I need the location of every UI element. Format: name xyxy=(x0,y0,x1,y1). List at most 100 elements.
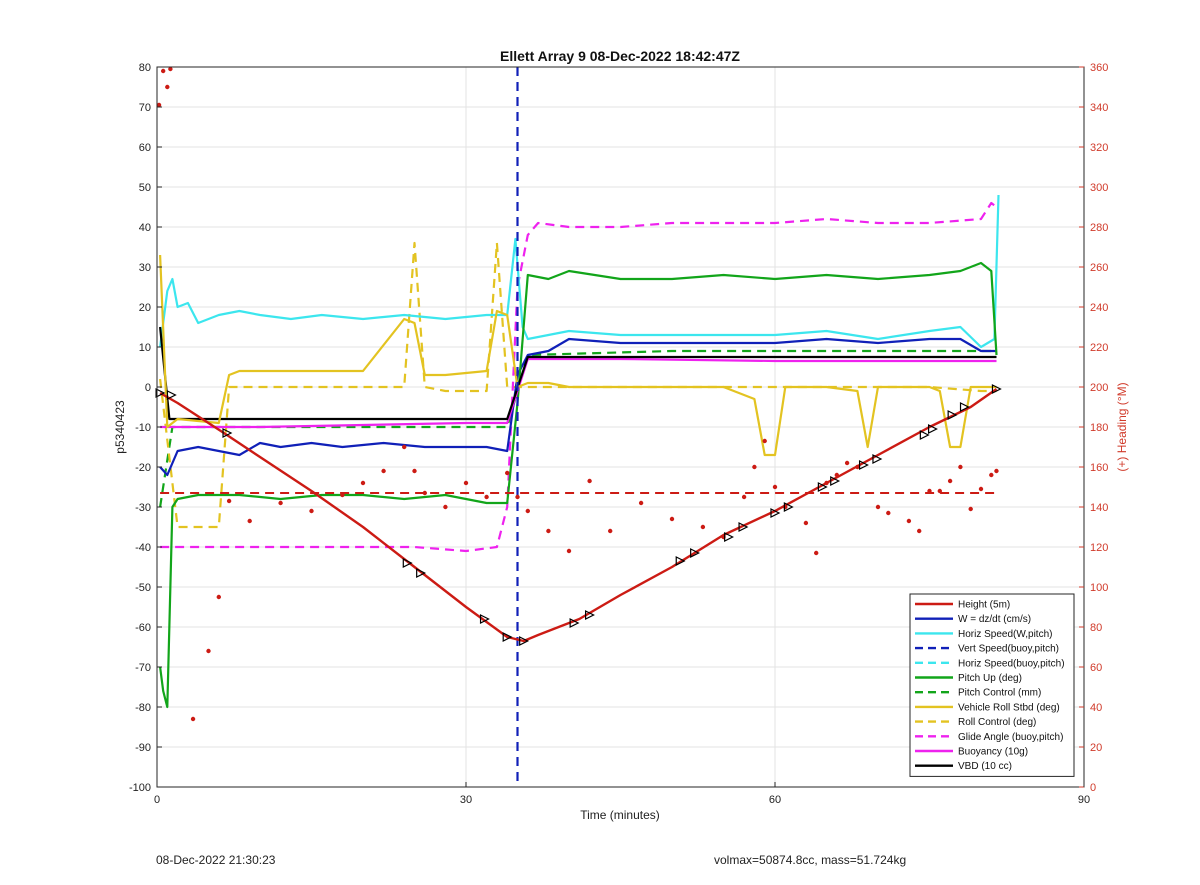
y-tick-label: -40 xyxy=(135,542,151,554)
height-marker xyxy=(959,402,970,412)
height-marker xyxy=(724,532,734,542)
heading-point xyxy=(402,444,407,450)
heading-point xyxy=(360,480,366,486)
y2-tick-label: 60 xyxy=(1090,662,1102,674)
y2-tick-label: 320 xyxy=(1090,142,1108,154)
legend-label: Vehicle Roll Stbd (deg) xyxy=(958,702,1060,713)
heading-point xyxy=(190,716,196,722)
heading-point xyxy=(168,66,173,72)
y-tick-label: -90 xyxy=(135,742,151,754)
heading-point xyxy=(443,504,448,510)
y2-tick-label: 340 xyxy=(1090,102,1108,114)
y2-tick-label: 20 xyxy=(1090,742,1102,754)
height-marker xyxy=(402,558,413,568)
x-tick-label: 60 xyxy=(769,794,781,806)
height-marker xyxy=(738,522,749,532)
heading-point xyxy=(700,524,706,530)
height-marker xyxy=(155,388,166,398)
heading-point xyxy=(989,472,994,478)
series-height-5m xyxy=(159,388,998,643)
legend-label: Vert Speed(buoy,pitch) xyxy=(958,644,1059,655)
legend-label: Roll Control (deg) xyxy=(958,717,1036,728)
y2-axis-label: (+) Heading (°M) xyxy=(1115,382,1129,471)
heading-point xyxy=(772,484,778,490)
heading-point xyxy=(160,68,166,74)
y-tick-label: -100 xyxy=(129,782,151,794)
heading-point xyxy=(947,478,953,484)
series-glide-angle-buoy-pitch xyxy=(160,201,998,553)
y-tick-label: 80 xyxy=(139,62,151,74)
left-axis: -100-90-80-70-60-50-40-30-20-10010203040… xyxy=(129,62,162,794)
y-tick-label: -30 xyxy=(135,502,151,514)
heading-point xyxy=(608,528,613,534)
footer-timestamp: 08-Dec-2022 21:30:23 xyxy=(156,853,276,867)
legend-label: Height (5m) xyxy=(958,600,1010,611)
heading-point xyxy=(968,506,973,512)
x-axis-label: Time (minutes) xyxy=(580,808,660,822)
y-tick-label: 30 xyxy=(139,262,151,274)
y-tick-label: -50 xyxy=(135,582,151,594)
heading-point xyxy=(484,494,489,500)
y2-tick-label: 200 xyxy=(1090,382,1108,394)
y-tick-label: 40 xyxy=(139,222,151,234)
heading-point xyxy=(875,504,881,510)
y2-tick-label: 160 xyxy=(1090,462,1108,474)
heading-point xyxy=(278,500,283,506)
y2-tick-label: 140 xyxy=(1090,502,1108,514)
heading-point xyxy=(505,470,510,476)
series-layer xyxy=(155,66,1002,787)
heading-point xyxy=(463,480,469,486)
legend-label: Buoyancy (10g) xyxy=(958,747,1028,758)
x-tick-label: 90 xyxy=(1078,794,1090,806)
heading-point xyxy=(247,518,252,524)
heading-point xyxy=(906,518,912,524)
heading-point xyxy=(669,516,675,522)
y2-tick-label: 80 xyxy=(1090,622,1102,634)
legend-box xyxy=(909,593,1075,777)
footer-stats: volmax=50874.8cc, mass=51.724kg xyxy=(714,853,907,867)
heading-point xyxy=(309,508,314,514)
y-tick-label: 10 xyxy=(139,342,151,354)
heading-point xyxy=(752,464,757,470)
heading-point xyxy=(566,548,572,554)
heading-point xyxy=(515,494,520,500)
y2-tick-label: 280 xyxy=(1090,222,1108,234)
legend-label: W = dz/dt (cm/s) xyxy=(958,614,1031,625)
height-marker xyxy=(222,428,233,438)
height-marker xyxy=(770,508,781,518)
heading-point xyxy=(917,528,922,534)
x-tick-label: 30 xyxy=(460,794,472,806)
heading-point xyxy=(958,464,963,470)
y-axis-label: p5340423 xyxy=(113,400,127,454)
y-tick-label: 70 xyxy=(139,102,151,114)
heading-point xyxy=(927,488,932,494)
height-marker xyxy=(675,556,686,566)
heading-point xyxy=(814,550,819,556)
y2-tick-label: 100 xyxy=(1090,582,1108,594)
height-marker xyxy=(585,610,595,620)
y2-tick-label: 360 xyxy=(1090,62,1108,74)
height-marker xyxy=(830,476,841,486)
heading-point xyxy=(546,528,551,534)
y2-tick-label: 300 xyxy=(1090,182,1108,194)
heading-point xyxy=(206,648,211,654)
heading-point xyxy=(525,508,530,514)
y-tick-label: 50 xyxy=(139,182,151,194)
heading-point xyxy=(762,438,767,444)
y2-tick-label: 220 xyxy=(1090,342,1108,354)
heading-point xyxy=(587,478,592,484)
y-tick-label: -60 xyxy=(135,622,151,634)
height-marker xyxy=(991,384,1002,394)
x-tick-label: 0 xyxy=(154,794,160,806)
heading-point xyxy=(216,594,221,600)
y-tick-label: -80 xyxy=(135,702,151,714)
heading-point xyxy=(422,490,427,496)
series-w-dz-dt-cm-s xyxy=(159,337,997,477)
legend-label: Horiz Speed(W,pitch) xyxy=(958,629,1052,640)
legend-label: Pitch Control (mm) xyxy=(958,688,1041,699)
chart-title: Ellett Array 9 08-Dec-2022 18:42:47Z xyxy=(500,48,740,64)
heading-point xyxy=(412,468,417,474)
right-axis: 0 20 40 60 80 100 120 140 160 180 200 220 240 260 280 3… xyxy=(1079,62,1108,794)
heading-point xyxy=(156,102,162,108)
